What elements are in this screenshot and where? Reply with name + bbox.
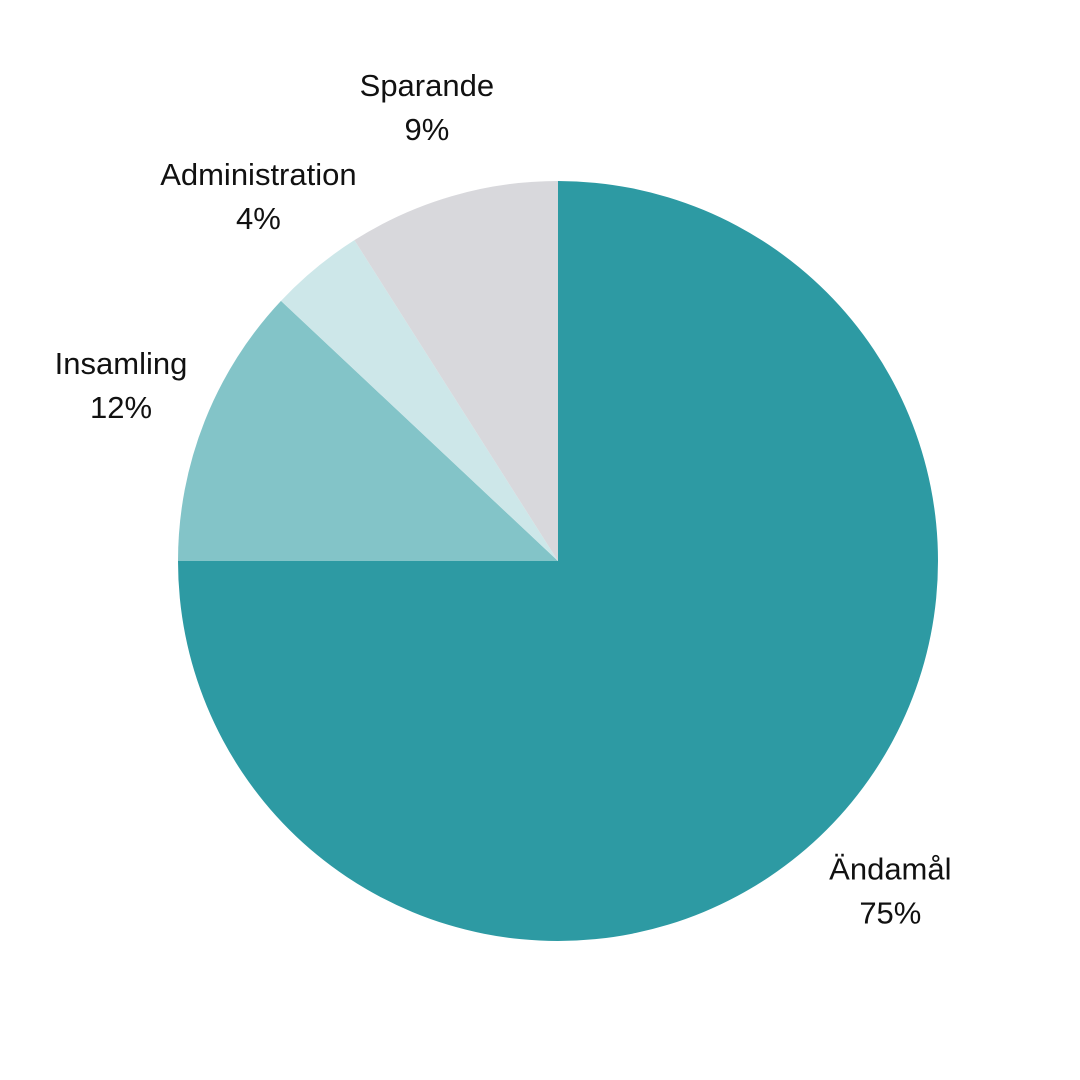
pie-slice (178, 300, 558, 561)
slice-value: 75% (859, 896, 921, 931)
pie-slice (354, 181, 558, 561)
slice-label: Ändamål (829, 852, 951, 887)
slice-value: 4% (236, 201, 281, 236)
slice-label: Sparande (360, 68, 494, 103)
slice-value: 12% (90, 390, 152, 425)
slice-label: Administration (160, 157, 356, 192)
slice-label: Insamling (55, 346, 188, 381)
pie-slice (280, 240, 558, 561)
slice-value: 9% (404, 112, 449, 147)
